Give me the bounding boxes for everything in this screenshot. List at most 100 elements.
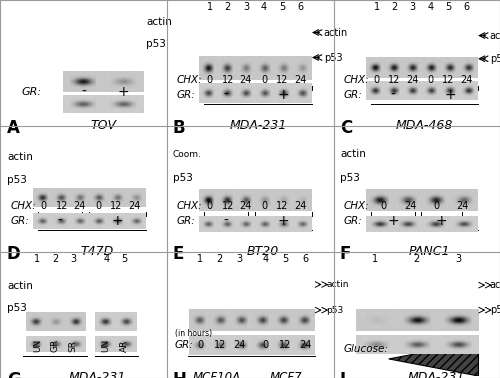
Text: actin: actin <box>490 31 500 40</box>
Text: 12: 12 <box>442 75 454 85</box>
Text: 0: 0 <box>197 341 203 350</box>
Text: -: - <box>58 214 62 228</box>
Text: 3: 3 <box>236 254 242 264</box>
Text: GR:: GR: <box>176 216 195 226</box>
Text: actin: actin <box>340 149 366 159</box>
Text: 3: 3 <box>455 254 461 264</box>
Text: 12: 12 <box>388 75 400 85</box>
Text: 0: 0 <box>433 201 439 211</box>
Text: actin: actin <box>326 280 349 289</box>
Text: 6: 6 <box>463 2 469 12</box>
Text: 4: 4 <box>428 2 434 12</box>
Text: 24: 24 <box>460 75 472 85</box>
Text: -: - <box>82 85 86 99</box>
Text: -: - <box>390 88 396 102</box>
Text: 24: 24 <box>406 75 418 85</box>
Text: p53: p53 <box>7 303 27 313</box>
Text: 24: 24 <box>128 201 140 211</box>
Text: 4: 4 <box>261 2 267 12</box>
Text: BT20: BT20 <box>247 245 279 258</box>
Text: 24: 24 <box>74 201 86 211</box>
Text: 2: 2 <box>392 2 398 12</box>
Text: 24: 24 <box>233 341 245 350</box>
Text: CHX:: CHX: <box>343 75 369 85</box>
Text: CHX:: CHX: <box>343 201 369 211</box>
Text: 0: 0 <box>207 75 213 85</box>
Text: 4: 4 <box>262 254 268 264</box>
Text: GR: GR <box>51 338 60 352</box>
Text: p53: p53 <box>173 173 193 183</box>
Text: MDA-468: MDA-468 <box>396 119 454 132</box>
Text: 24: 24 <box>294 75 306 85</box>
Text: 1: 1 <box>207 2 213 12</box>
Text: B: B <box>173 119 186 137</box>
Text: MDA-231: MDA-231 <box>230 119 287 132</box>
Text: 12: 12 <box>276 75 288 85</box>
Text: GR:: GR: <box>343 90 362 100</box>
Text: C: C <box>340 119 352 137</box>
Text: 5: 5 <box>445 2 452 12</box>
Text: p53: p53 <box>490 305 500 315</box>
Text: GR:: GR: <box>10 216 29 226</box>
Text: CHX:: CHX: <box>10 201 36 211</box>
Text: 24: 24 <box>294 201 306 211</box>
Text: 1: 1 <box>372 254 378 264</box>
Text: H: H <box>173 371 187 378</box>
Text: D: D <box>7 245 20 263</box>
Text: 5: 5 <box>282 254 288 264</box>
Text: E: E <box>173 245 184 263</box>
Polygon shape <box>389 342 478 376</box>
Text: CHX:: CHX: <box>176 75 202 85</box>
Text: 2: 2 <box>52 254 59 264</box>
Text: MCF10A: MCF10A <box>193 371 242 378</box>
Text: AR: AR <box>120 339 128 352</box>
Text: 5: 5 <box>121 254 128 264</box>
Text: 6: 6 <box>297 2 303 12</box>
Text: J: J <box>340 371 346 378</box>
Text: 0: 0 <box>207 201 213 211</box>
Text: UN: UN <box>33 338 42 352</box>
Text: 12: 12 <box>276 201 288 211</box>
Text: 2: 2 <box>414 254 420 264</box>
Text: CHX:: CHX: <box>176 201 202 211</box>
Text: 0: 0 <box>381 201 387 211</box>
Text: 24: 24 <box>240 201 252 211</box>
Text: -: - <box>224 214 228 228</box>
Text: 2: 2 <box>216 254 223 264</box>
Text: GR:: GR: <box>343 216 362 226</box>
Text: 0: 0 <box>261 201 267 211</box>
Text: GR:: GR: <box>176 90 195 100</box>
Text: 12: 12 <box>222 201 234 211</box>
Text: 0: 0 <box>95 201 101 211</box>
Text: 12: 12 <box>110 201 122 211</box>
Text: 24: 24 <box>404 201 416 211</box>
Text: +: + <box>387 214 398 228</box>
Text: GR:: GR: <box>174 341 194 350</box>
Text: +: + <box>436 214 448 228</box>
Text: 6: 6 <box>302 254 308 264</box>
Text: 12: 12 <box>222 75 234 85</box>
Text: p53: p53 <box>490 54 500 64</box>
Text: +: + <box>278 214 289 228</box>
Text: p53: p53 <box>340 173 360 183</box>
Text: +: + <box>444 88 456 102</box>
Text: MDA-231: MDA-231 <box>68 371 126 378</box>
Text: A: A <box>7 119 20 137</box>
Text: 0: 0 <box>261 75 267 85</box>
Text: p53: p53 <box>326 306 344 314</box>
Text: p53: p53 <box>324 53 342 62</box>
Text: 5: 5 <box>279 2 285 12</box>
Text: +: + <box>118 85 129 99</box>
Text: MCF7: MCF7 <box>270 371 302 378</box>
Text: TOV: TOV <box>90 119 117 132</box>
Text: 0: 0 <box>428 75 434 85</box>
Text: Coom.: Coom. <box>173 150 202 159</box>
Text: 0: 0 <box>374 75 380 85</box>
Text: +: + <box>278 88 289 102</box>
Text: p53: p53 <box>146 39 166 49</box>
Text: GR:: GR: <box>22 87 42 97</box>
Text: actin: actin <box>146 17 172 26</box>
Text: SR: SR <box>69 339 78 352</box>
Text: 24: 24 <box>456 201 468 211</box>
Text: 4: 4 <box>103 254 109 264</box>
